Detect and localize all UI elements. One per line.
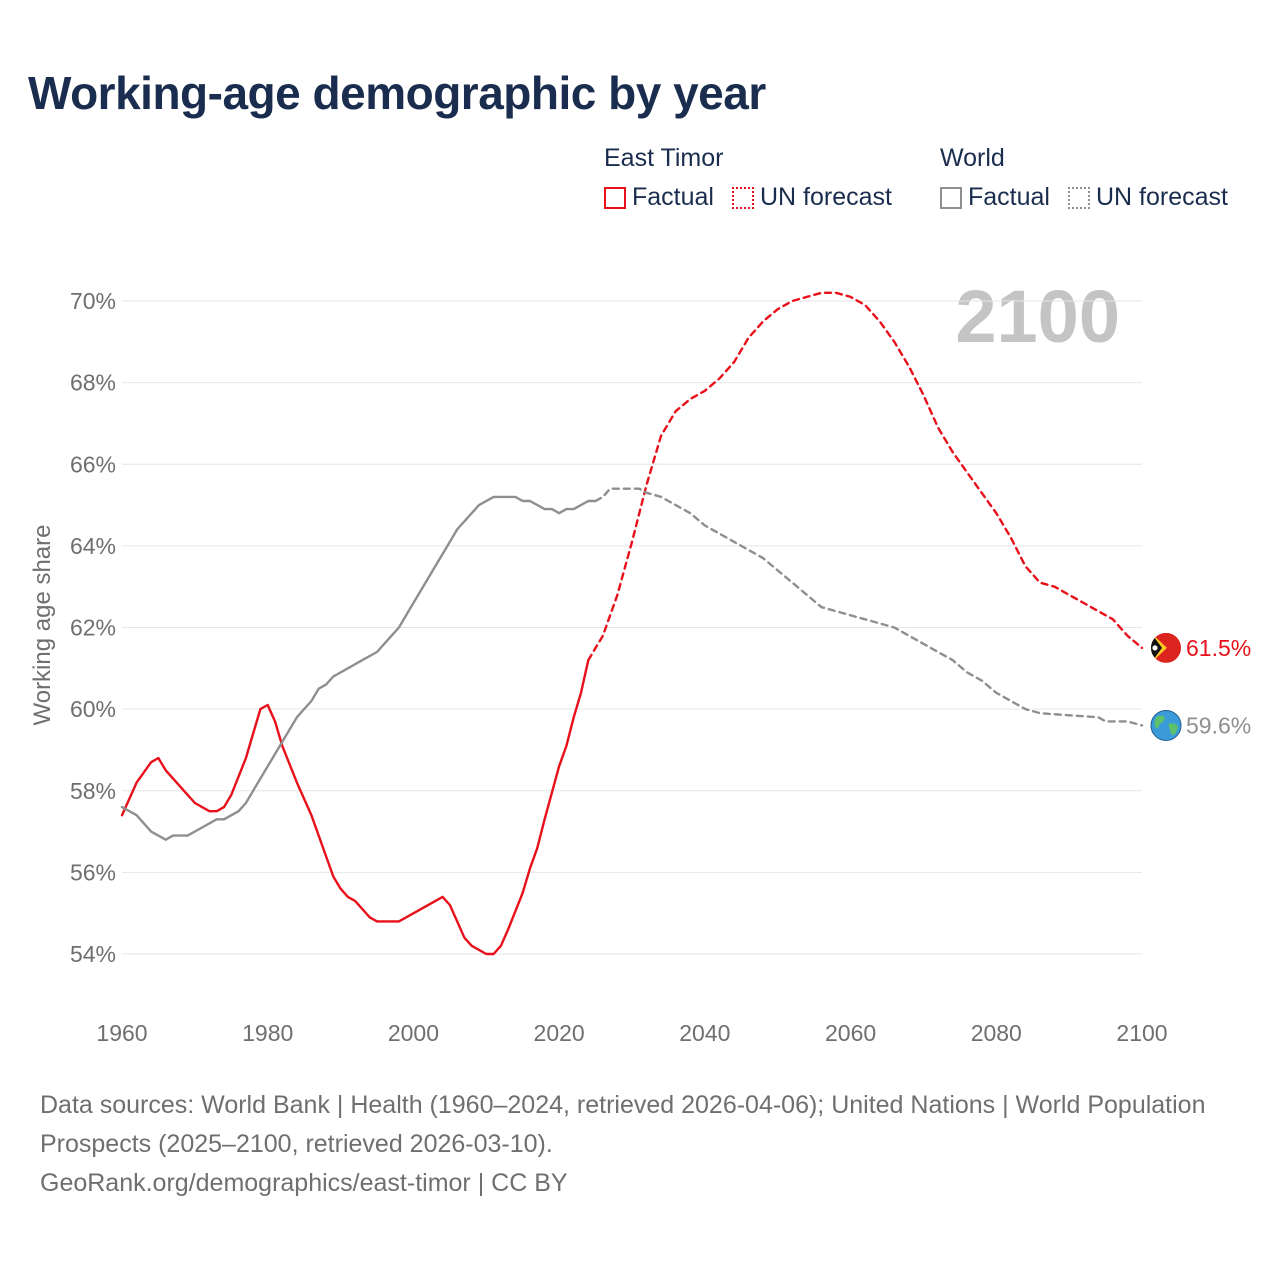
y-tick-label: 68% bbox=[70, 370, 116, 396]
y-tick-label: 56% bbox=[70, 859, 116, 885]
dotted-swatch-icon bbox=[731, 186, 754, 209]
x-tick-label: 2000 bbox=[388, 1020, 439, 1046]
footer: Data sources: World Bank | Health (1960–… bbox=[40, 1086, 1220, 1203]
legend-world: World Factual UN forecast bbox=[940, 144, 1228, 212]
y-tick-label: 60% bbox=[70, 696, 116, 722]
page-title: Working-age demographic by year bbox=[28, 67, 766, 119]
y-axis-label: Working age share bbox=[29, 525, 56, 726]
current-year-watermark: 2100 bbox=[955, 275, 1120, 358]
solid-swatch-icon bbox=[940, 186, 962, 209]
legend-label: UN forecast bbox=[759, 183, 892, 211]
legend-item-east-timor-factual[interactable]: Factual bbox=[604, 183, 714, 212]
world-factual-line bbox=[120, 495, 597, 841]
x-tick-label: 1980 bbox=[242, 1020, 293, 1046]
x-tick-label: 2040 bbox=[679, 1020, 730, 1046]
legend-item-east-timor-forecast[interactable]: UN forecast bbox=[731, 183, 892, 212]
y-tick-label: 66% bbox=[70, 451, 116, 477]
legend-group-name: World bbox=[940, 144, 1005, 172]
x-tick-label: 2060 bbox=[825, 1020, 876, 1046]
legend-label: Factual bbox=[632, 183, 714, 211]
x-tick-label: 2100 bbox=[1116, 1020, 1167, 1046]
x-tick-label: 2080 bbox=[971, 1020, 1022, 1046]
line-chart: 2100 54% 56% 58% 60% 62% 64% 66% 68% 70% 1960 198… bbox=[29, 275, 1251, 1046]
end-value-label: 59.6% bbox=[1186, 712, 1251, 738]
x-tick-label: 2020 bbox=[534, 1020, 585, 1046]
legend-item-world-factual[interactable]: Factual bbox=[940, 183, 1050, 212]
y-tick-label: 62% bbox=[70, 615, 116, 641]
east-timor-factual-line bbox=[120, 658, 590, 956]
y-tick-label: 54% bbox=[70, 941, 116, 967]
legend-label: UN forecast bbox=[1095, 183, 1228, 211]
data-sources: Data sources: World Bank | Health (1960–… bbox=[40, 1091, 1206, 1158]
legend-east-timor: East Timor Factual UN forecast bbox=[604, 144, 892, 212]
world-forecast-line bbox=[594, 487, 1144, 727]
y-tick-label: 64% bbox=[70, 533, 116, 559]
legend-group-name: East Timor bbox=[604, 144, 724, 172]
legend-item-world-forecast[interactable]: UN forecast bbox=[1067, 183, 1228, 212]
y-tick-label: 58% bbox=[70, 778, 116, 804]
dotted-swatch-icon bbox=[1067, 186, 1090, 209]
globe-icon bbox=[1150, 709, 1182, 741]
solid-swatch-icon bbox=[604, 186, 626, 209]
x-tick-label: 1960 bbox=[96, 1020, 147, 1046]
y-tick-label: 70% bbox=[70, 288, 116, 314]
attribution-link[interactable]: GeoRank.org/demographics/east-timor | CC… bbox=[40, 1169, 568, 1197]
end-value-label: 61.5% bbox=[1186, 635, 1251, 661]
east-timor-flag-icon bbox=[1151, 632, 1181, 663]
legend-label: Factual bbox=[968, 183, 1050, 211]
